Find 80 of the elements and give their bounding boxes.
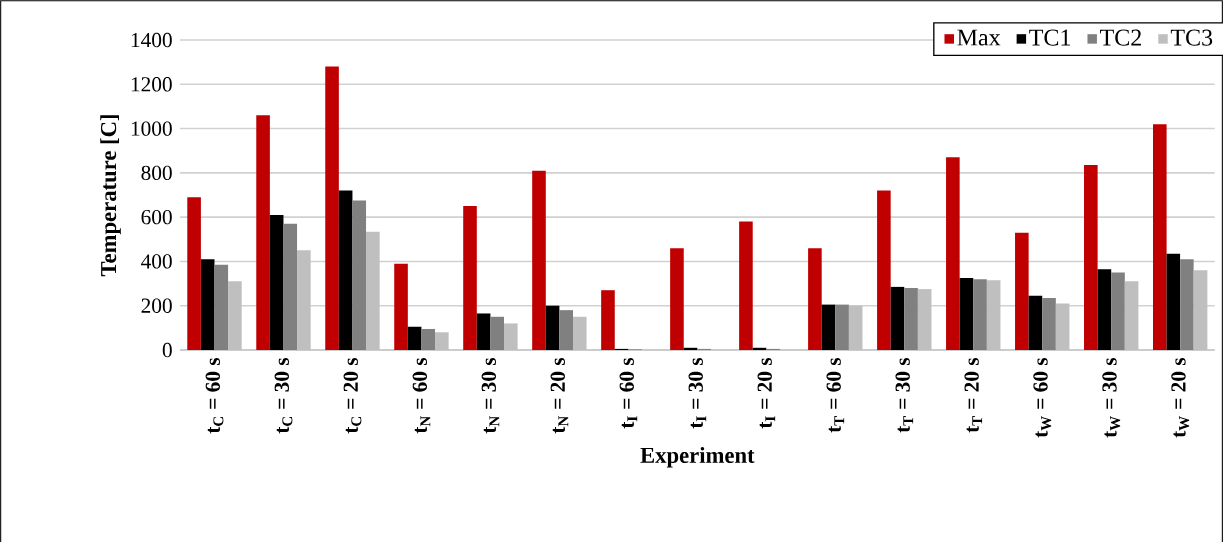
y-tick-label: 1200	[131, 77, 172, 92]
y-tick-label: 1400	[131, 32, 172, 48]
bar	[890, 286, 905, 350]
bar	[228, 281, 242, 350]
bar	[835, 304, 849, 350]
x-tick-label: t$_{N}$ = 30 s	[481, 357, 500, 434]
x-tick-label: t$_{W}$ = 30 s	[1102, 357, 1121, 438]
bar	[269, 214, 284, 350]
bar	[187, 197, 201, 350]
bar	[366, 231, 380, 350]
bar	[1084, 165, 1098, 350]
legend-label: TC2	[1100, 29, 1141, 46]
bar	[532, 170, 546, 350]
x-tick-label: t$_{I}$ = 30 s	[688, 357, 707, 429]
y-tick-label: 1000	[131, 121, 172, 136]
x-tick-label: t$_{I}$ = 60 s	[619, 357, 638, 429]
bar	[739, 221, 753, 350]
bar	[1152, 124, 1167, 350]
bar	[545, 305, 560, 350]
bar	[490, 316, 504, 350]
bar	[325, 66, 339, 350]
x-tick-label: t$_{W}$ = 20 s	[1171, 357, 1190, 438]
bar	[572, 316, 587, 350]
x-tick-label: t$_{T}$ = 60 s	[826, 357, 845, 433]
y-tick-label: 600	[141, 209, 172, 225]
x-tick-label: t$_{C}$ = 30 s	[274, 357, 293, 434]
bar	[986, 280, 1001, 350]
x-tick-label: t$_{I}$ = 20 s	[757, 357, 776, 429]
bar	[338, 190, 353, 350]
bar	[1166, 253, 1181, 350]
bar	[394, 263, 408, 350]
y-tick-label: 800	[141, 165, 172, 181]
x-tick-label: t$_{W}$ = 60 s	[1033, 357, 1052, 438]
bar	[463, 206, 477, 350]
bar	[352, 200, 367, 350]
bar	[256, 115, 270, 350]
x-tick-label: t$_{N}$ = 20 s	[550, 357, 569, 434]
bar	[200, 259, 215, 350]
bar	[435, 332, 449, 350]
bar	[1028, 295, 1043, 350]
legend-label: TC3	[1170, 29, 1213, 46]
bar	[1180, 259, 1194, 350]
bar	[848, 305, 863, 350]
y-tick-label: 400	[141, 254, 172, 269]
bar	[808, 248, 822, 350]
y-axis-title: Temperature [C]	[100, 115, 121, 277]
bar	[670, 248, 684, 350]
bar	[959, 278, 974, 350]
bar	[214, 264, 229, 350]
y-tick-label: 200	[141, 298, 172, 313]
bar	[1124, 281, 1139, 350]
y-tick-label: 0	[162, 342, 172, 358]
bar	[973, 279, 987, 350]
legend-label: TC1	[1029, 29, 1071, 46]
bar	[1111, 272, 1125, 350]
bar	[559, 310, 573, 350]
bar	[946, 157, 960, 350]
bar	[1055, 303, 1070, 350]
bar	[1015, 232, 1029, 350]
x-tick-label: t$_{T}$ = 30 s	[895, 357, 914, 433]
bar	[421, 328, 436, 350]
bar	[1193, 270, 1208, 350]
bar	[1097, 269, 1112, 350]
x-tick-label: t$_{T}$ = 20 s	[964, 357, 983, 433]
x-tick-label: t$_{C}$ = 60 s	[205, 357, 224, 434]
bar	[601, 290, 615, 350]
x-axis-title: Experiment	[640, 447, 755, 468]
bar	[877, 190, 891, 350]
bar	[407, 326, 422, 350]
x-tick-label: t$_{C}$ = 20 s	[343, 357, 362, 434]
bar	[821, 304, 836, 350]
bar	[476, 313, 491, 350]
bar	[297, 250, 311, 350]
x-tick-label: t$_{N}$ = 60 s	[412, 357, 431, 434]
bar	[1042, 297, 1056, 350]
bar	[917, 289, 932, 350]
bar	[504, 323, 518, 350]
legend-label: Max	[957, 29, 1001, 46]
bar	[283, 223, 298, 350]
bar	[904, 288, 918, 350]
